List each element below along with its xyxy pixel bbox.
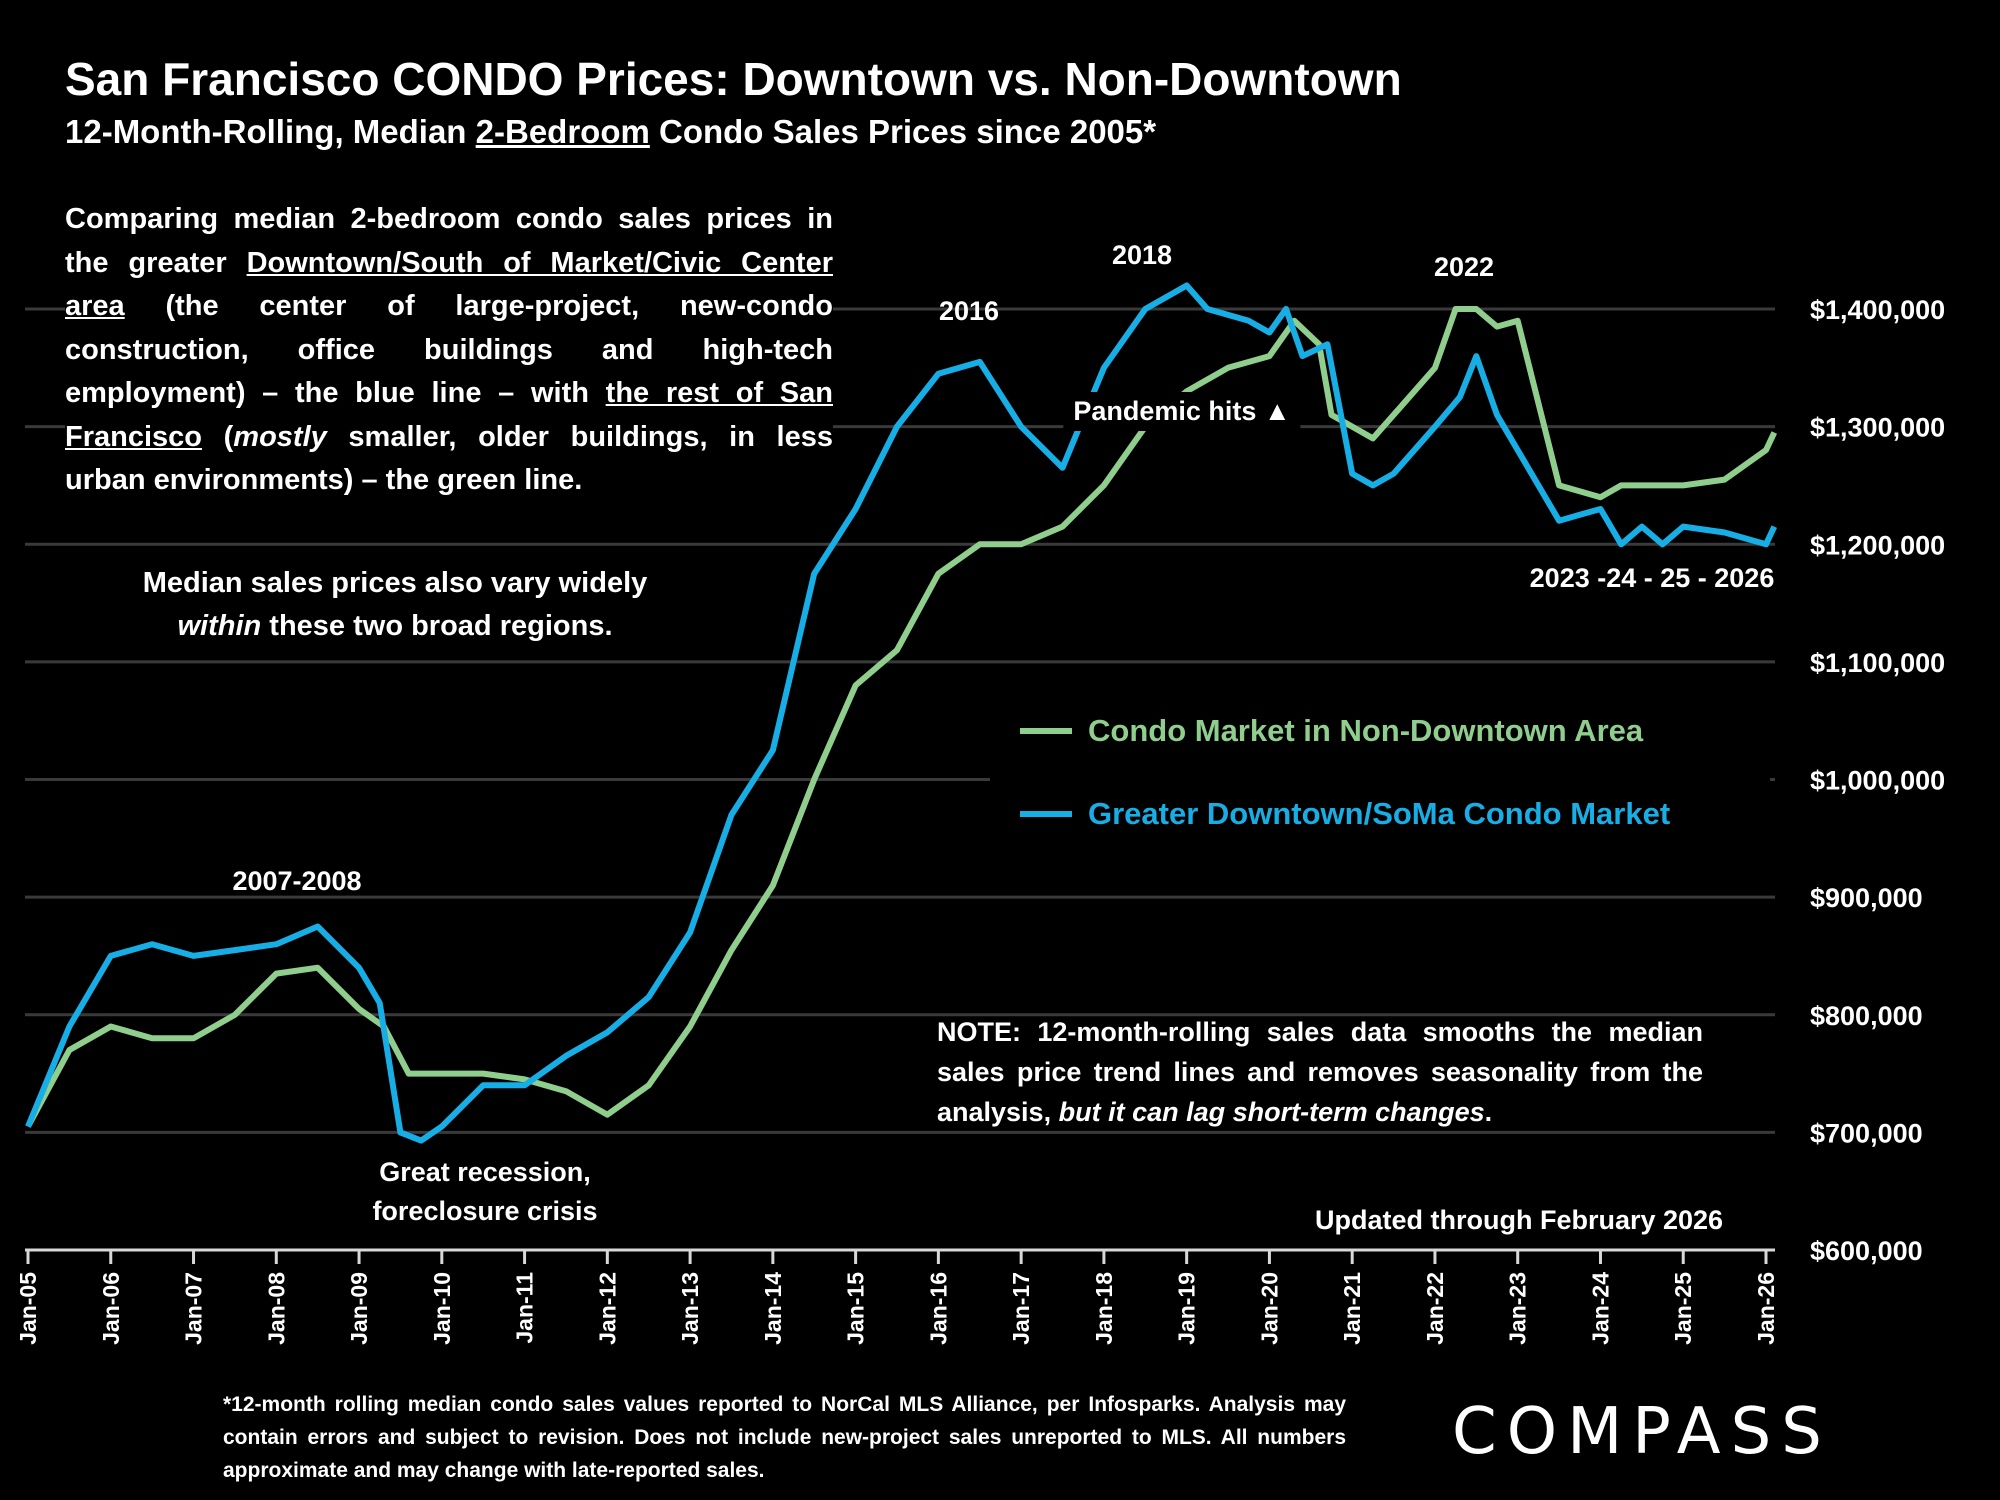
x-tick-label: Jan-22 [1422, 1272, 1448, 1345]
vary-line2: these two broad regions. [261, 610, 613, 642]
annotation-2022: 2022 [1433, 252, 1495, 282]
annotation-2016: 2016 [938, 296, 1000, 326]
chart-title: San Francisco CONDO Prices: Downtown vs.… [65, 53, 1402, 105]
x-tick-label: Jan-19 [1174, 1272, 1200, 1345]
annotation-recession-2: foreclosure crisis [372, 1196, 598, 1226]
annotation-pandemic: Pandemic hits ▲ [1063, 392, 1301, 431]
intro-text: ( [202, 420, 234, 453]
x-tick-label: Jan-21 [1339, 1272, 1365, 1345]
y-tick-label: $600,000 [1810, 1236, 1923, 1266]
chart-subtitle: 12-Month-Rolling, Median 2-Bedroom Condo… [65, 113, 1156, 151]
y-tick-label: $1,300,000 [1810, 413, 1945, 443]
y-tick-label: $1,400,000 [1810, 295, 1945, 325]
x-tick-label: Jan-24 [1587, 1272, 1613, 1345]
x-tick-label: Jan-13 [677, 1272, 703, 1345]
x-tick-label: Jan-25 [1670, 1272, 1696, 1345]
note-body: NOTE: 12-month-rolling sales data smooth… [937, 1017, 1703, 1127]
legend-item-downtown: Greater Downtown/SoMa Condo Market [1020, 796, 1670, 832]
annotation-recent-years: 2023 -24 - 25 - 2026 [1529, 563, 1775, 593]
annotation-recession-1: Great recession, [379, 1157, 591, 1187]
legend-label: Greater Downtown/SoMa Condo Market [1088, 796, 1671, 831]
vary-italic: within [177, 610, 262, 642]
subtitle-underlined: 2-Bedroom [475, 113, 650, 150]
x-tick-label: Jan-11 [512, 1272, 538, 1344]
note-end: . [1484, 1097, 1493, 1127]
x-tick-label: Jan-15 [843, 1272, 869, 1345]
x-tick-label: Jan-05 [15, 1272, 41, 1345]
vary-line1: Median sales prices also vary widely [142, 567, 648, 599]
legend-swatch-blue [1020, 811, 1072, 817]
x-tick-label: Jan-26 [1753, 1272, 1779, 1345]
x-tick-label: Jan-17 [1008, 1272, 1034, 1345]
x-tick-label: Jan-12 [594, 1272, 620, 1345]
updated-note: Updated through February 2026 [1305, 1205, 1734, 1236]
x-tick-label: Jan-14 [760, 1272, 786, 1345]
note-italic: but it can lag short-term changes [1058, 1097, 1485, 1127]
compass-logo: COMPASS [1452, 1395, 1832, 1469]
y-tick-label: $1,000,000 [1810, 766, 1945, 796]
intro-text: (the center of large-project, new-condo … [65, 290, 833, 409]
legend-swatch-green [1020, 728, 1072, 734]
annotation-2007-2008: 2007-2008 [232, 866, 362, 896]
vary-note: Median sales prices also vary widely with… [95, 562, 695, 648]
intro-italic: mostly [233, 420, 327, 453]
x-tick-label: Jan-18 [1091, 1272, 1117, 1345]
y-tick-label: $1,200,000 [1810, 530, 1945, 560]
x-tick-label: Jan-20 [1256, 1272, 1282, 1345]
x-tick-label: Jan-09 [346, 1272, 372, 1345]
intro-paragraph: Comparing median 2-bedroom condo sales p… [65, 198, 833, 503]
y-tick-label: $700,000 [1810, 1118, 1923, 1148]
legend-item-non-downtown: Condo Market in Non-Downtown Area [1020, 713, 1643, 749]
subtitle-text-end: Condo Sales Prices since 2005* [649, 113, 1157, 150]
intro-rest: the rest of San Francisco [65, 377, 833, 453]
series-line-0 [25, 306, 1778, 1128]
x-tick-label: Jan-23 [1505, 1272, 1531, 1345]
intro-downtown: Downtown/South of Market/Civic Center ar… [65, 246, 834, 323]
x-tick-label: Jan-06 [98, 1272, 124, 1345]
y-tick-label: $800,000 [1810, 1001, 1923, 1031]
legend-label: Condo Market in Non-Downtown Area [1088, 713, 1644, 748]
x-tick-label: Jan-16 [925, 1272, 951, 1345]
x-tick-label: Jan-08 [263, 1272, 289, 1345]
y-tick-label: $1,100,000 [1810, 648, 1945, 678]
subtitle-text: 12-Month-Rolling, Median [65, 113, 476, 150]
note-text: NOTE: 12-month-rolling sales data smooth… [937, 1012, 1703, 1132]
annotation-2018: 2018 [1111, 240, 1173, 270]
footnote: *12-month rolling median condo sales val… [223, 1393, 1346, 1482]
series-line-1 [25, 282, 1778, 1144]
intro-text: smaller, older buildings, in less urban … [65, 420, 834, 497]
x-tick-label: Jan-10 [429, 1272, 455, 1345]
intro-text: Comparing median 2-bedroom condo sales p… [65, 203, 833, 279]
x-tick-label: Jan-07 [181, 1272, 207, 1345]
legend: Condo Market in Non-Downtown Area Greate… [990, 695, 1770, 850]
y-tick-label: $900,000 [1810, 883, 1923, 913]
